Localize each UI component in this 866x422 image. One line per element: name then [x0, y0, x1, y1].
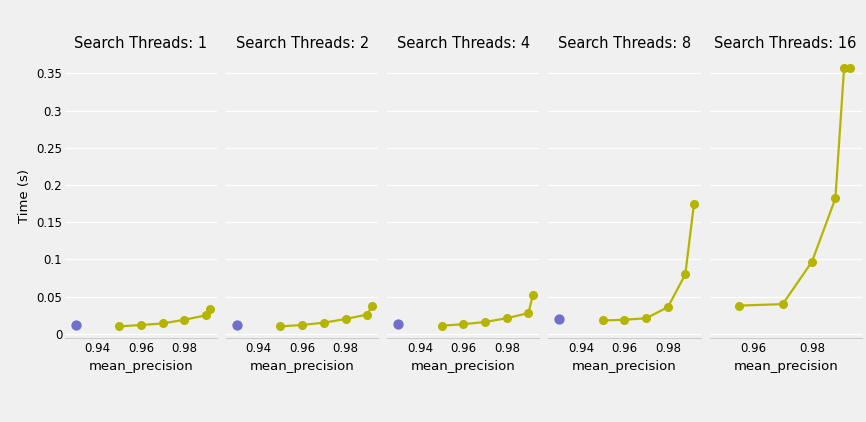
Point — [230, 322, 244, 328]
X-axis label: mean_precision: mean_precision — [572, 360, 677, 373]
Point — [553, 316, 566, 322]
Title: Search Threads: 1: Search Threads: 1 — [74, 36, 208, 51]
Title: Search Threads: 8: Search Threads: 8 — [558, 36, 691, 51]
Y-axis label: Time (s): Time (s) — [17, 169, 30, 223]
Point — [69, 322, 83, 328]
X-axis label: mean_precision: mean_precision — [734, 360, 838, 373]
X-axis label: mean_precision: mean_precision — [88, 360, 193, 373]
X-axis label: mean_precision: mean_precision — [249, 360, 354, 373]
Title: Search Threads: 4: Search Threads: 4 — [397, 36, 530, 51]
X-axis label: mean_precision: mean_precision — [411, 360, 515, 373]
Title: Search Threads: 16: Search Threads: 16 — [714, 36, 856, 51]
Point — [391, 321, 405, 327]
Title: Search Threads: 2: Search Threads: 2 — [236, 36, 369, 51]
